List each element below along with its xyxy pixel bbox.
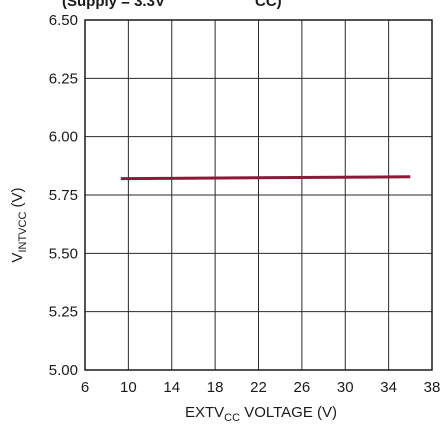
x-tick-label-5: 26 — [294, 379, 311, 396]
x-tick-label-7: 34 — [380, 379, 397, 396]
y-axis-title: VINTVCC (V) — [9, 187, 29, 262]
x-tick-label-8: 38 — [424, 379, 441, 396]
y-tick-label-0: 5.00 — [49, 362, 78, 379]
x-tick-label-1: 10 — [120, 379, 137, 396]
x-axis-title: EXTVCC VOLTAGE (V) — [185, 404, 337, 424]
x-tick-label-2: 14 — [163, 379, 180, 396]
x-tick-label-6: 30 — [337, 379, 354, 396]
y-tick-label-2: 5.50 — [49, 245, 78, 262]
y-tick-label-5: 6.25 — [49, 70, 78, 87]
y-tick-label-6: 6.50 — [49, 12, 78, 29]
y-tick-label-3: 5.75 — [49, 187, 78, 204]
x-tick-labels: 6 10 14 18 22 26 30 34 38 — [81, 379, 441, 396]
series-line-0 — [120, 175, 411, 181]
chart-title-fragment-end: CC) — [255, 0, 282, 10]
chart-title-fragment: (Supply = 3.3V — [62, 0, 165, 10]
x-tick-label-3: 18 — [207, 379, 224, 396]
x-tick-label-4: 22 — [250, 379, 267, 396]
series-group — [120, 175, 411, 181]
y-tick-label-4: 6.00 — [49, 129, 78, 146]
x-tick-label-0: 6 — [81, 379, 89, 396]
y-tick-labels: 5.00 5.25 5.50 5.75 6.00 6.25 6.50 — [49, 12, 78, 379]
grid — [85, 20, 432, 370]
y-tick-label-1: 5.25 — [49, 304, 78, 321]
plot-frame — [84, 19, 433, 371]
